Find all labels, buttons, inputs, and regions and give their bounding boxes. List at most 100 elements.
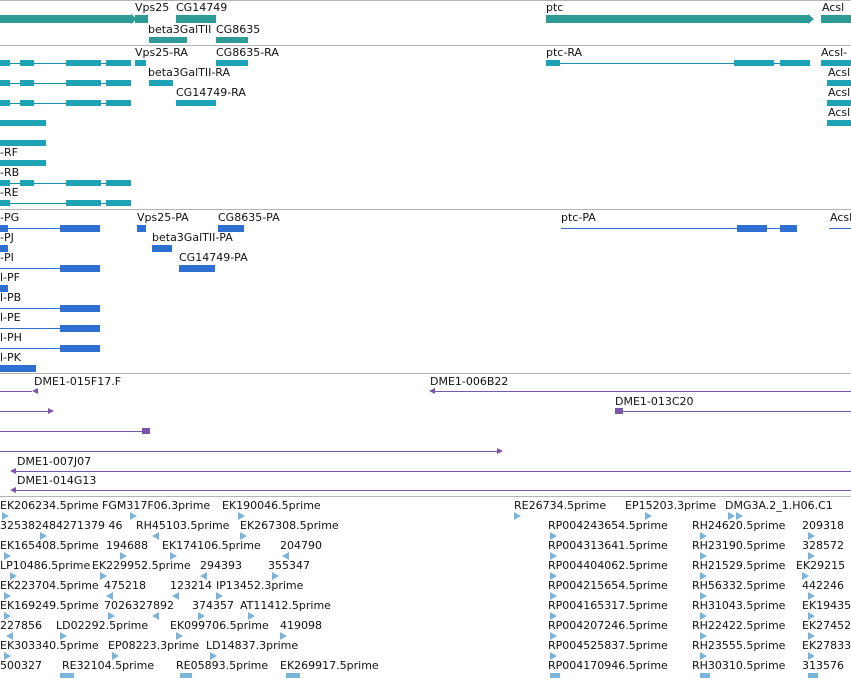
est-label[interactable]: LP10486.5prime: [0, 559, 91, 572]
est-label[interactable]: EK174106.5prime: [162, 539, 261, 552]
est-feature[interactable]: [100, 572, 107, 580]
est-label[interactable]: EK206234.5prime: [0, 499, 99, 512]
est-label[interactable]: LD02292.5prime: [56, 619, 149, 632]
est-feature[interactable]: [152, 612, 159, 620]
transcript-vps25-ra[interactable]: [135, 60, 146, 66]
est-label[interactable]: 209318: [802, 519, 844, 532]
est-feature[interactable]: [514, 512, 521, 520]
transcript-acsl-3[interactable]: [827, 100, 851, 106]
transcript-row-7-exon[interactable]: [20, 180, 34, 186]
est-feature[interactable]: [700, 572, 707, 580]
est-feature[interactable]: [272, 572, 279, 580]
clone-row-2[interactable]: [0, 411, 48, 412]
est-feature[interactable]: [130, 512, 137, 520]
transcript-row-7-exon[interactable]: [106, 180, 131, 186]
est-label[interactable]: 325382484271379 46: [0, 519, 123, 532]
est-label[interactable]: IP13452.3prime: [216, 579, 304, 592]
est-label[interactable]: EP15203.3prime: [625, 499, 717, 512]
transcript-row-1-exon[interactable]: [106, 60, 131, 66]
est-label[interactable]: EP08223.3prime: [108, 639, 200, 652]
est-label[interactable]: RH22422.5prime: [692, 619, 786, 632]
est-feature[interactable]: [808, 673, 818, 678]
est-feature[interactable]: [550, 632, 557, 640]
est-feature[interactable]: [172, 592, 179, 600]
est-label[interactable]: RE32104.5prime: [62, 659, 155, 672]
est-feature[interactable]: [240, 532, 247, 540]
est-label[interactable]: RH21529.5prime: [692, 559, 786, 572]
est-feature[interactable]: [700, 532, 707, 540]
est-label[interactable]: 500327: [0, 659, 42, 672]
transcript-row-2-exon[interactable]: [0, 80, 10, 86]
est-feature[interactable]: [120, 552, 127, 560]
est-feature[interactable]: [808, 632, 815, 640]
protein-row-2-exon[interactable]: [0, 245, 8, 252]
est-label[interactable]: RP004243654.5prime: [548, 519, 668, 532]
protein-beta3galtii-pa[interactable]: [152, 245, 172, 252]
transcript-row-3-exon[interactable]: [20, 100, 34, 106]
est-label[interactable]: RH56332.5prime: [692, 579, 786, 592]
est-feature[interactable]: [700, 652, 707, 660]
est-feature[interactable]: [808, 592, 815, 600]
est-feature[interactable]: [210, 652, 217, 660]
est-feature[interactable]: [808, 552, 815, 560]
est-label[interactable]: RE26734.5prime: [514, 499, 607, 512]
clone-row-3[interactable]: [0, 431, 142, 432]
est-feature[interactable]: [700, 673, 710, 678]
protein-cg8635-pa[interactable]: [218, 225, 244, 232]
est-feature[interactable]: [286, 673, 300, 678]
est-feature[interactable]: [808, 612, 815, 620]
est-label[interactable]: 328572: [802, 539, 844, 552]
est-feature[interactable]: [216, 592, 223, 600]
est-feature[interactable]: [10, 572, 17, 580]
est-label[interactable]: EK223704.5prime: [0, 579, 99, 592]
est-feature[interactable]: [280, 632, 287, 640]
protein-row-7-exon[interactable]: [60, 345, 100, 352]
gene-acsl[interactable]: [821, 15, 851, 23]
est-feature[interactable]: [550, 592, 557, 600]
est-label[interactable]: EK190046.5prime: [222, 499, 321, 512]
est-feature[interactable]: [198, 612, 205, 620]
est-label[interactable]: RE05893.5prime: [176, 659, 269, 672]
clone-014g13[interactable]: [16, 490, 851, 491]
est-feature[interactable]: [700, 632, 707, 640]
est-label[interactable]: RP004313641.5prime: [548, 539, 668, 552]
est-label[interactable]: 374357: [192, 599, 234, 612]
transcript-cg8635-ra[interactable]: [216, 60, 248, 66]
est-feature[interactable]: [645, 512, 652, 520]
transcript-row-3-exon[interactable]: [0, 100, 10, 106]
est-label[interactable]: 123214: [170, 579, 212, 592]
est-label[interactable]: 419098: [280, 619, 322, 632]
est-label[interactable]: EK27452: [802, 619, 851, 632]
transcript-row-1-exon[interactable]: [20, 60, 34, 66]
est-feature[interactable]: [700, 552, 707, 560]
est-feature[interactable]: [112, 652, 119, 660]
transcript-row-7-exon[interactable]: [66, 180, 101, 186]
est-label[interactable]: 442246: [802, 579, 844, 592]
transcript-row-2-exon[interactable]: [66, 80, 101, 86]
est-label[interactable]: EK29215: [796, 559, 846, 572]
est-feature[interactable]: [550, 552, 557, 560]
est-feature[interactable]: [152, 532, 159, 540]
est-label[interactable]: RP004165317.5prime: [548, 599, 668, 612]
transcript-beta3galtii-ra[interactable]: [149, 80, 173, 86]
est-label[interactable]: RH30310.5prime: [692, 659, 786, 672]
transcript-row-6-exon[interactable]: [0, 160, 46, 166]
est-label[interactable]: 355347: [268, 559, 310, 572]
est-feature[interactable]: [108, 612, 115, 620]
est-label[interactable]: 227856: [0, 619, 42, 632]
est-label[interactable]: EK229952.5prime: [92, 559, 191, 572]
gene-cg14749[interactable]: [176, 15, 216, 23]
protein-row-5-exon[interactable]: [60, 305, 100, 312]
est-feature[interactable]: [60, 673, 74, 678]
est-label[interactable]: 194688: [106, 539, 148, 552]
clone-007j07[interactable]: [16, 471, 851, 472]
transcript-ptc-ra-exon[interactable]: [734, 60, 774, 66]
gene-cg8635[interactable]: [216, 37, 248, 43]
est-feature[interactable]: [40, 532, 47, 540]
est-label[interactable]: RH31043.5prime: [692, 599, 786, 612]
transcript-acsl-1[interactable]: [821, 60, 851, 66]
transcript-row-3-exon[interactable]: [106, 100, 131, 106]
transcript-row-8-exon[interactable]: [0, 200, 10, 206]
protein-row-6-exon[interactable]: [60, 325, 100, 332]
est-feature[interactable]: [200, 572, 207, 580]
